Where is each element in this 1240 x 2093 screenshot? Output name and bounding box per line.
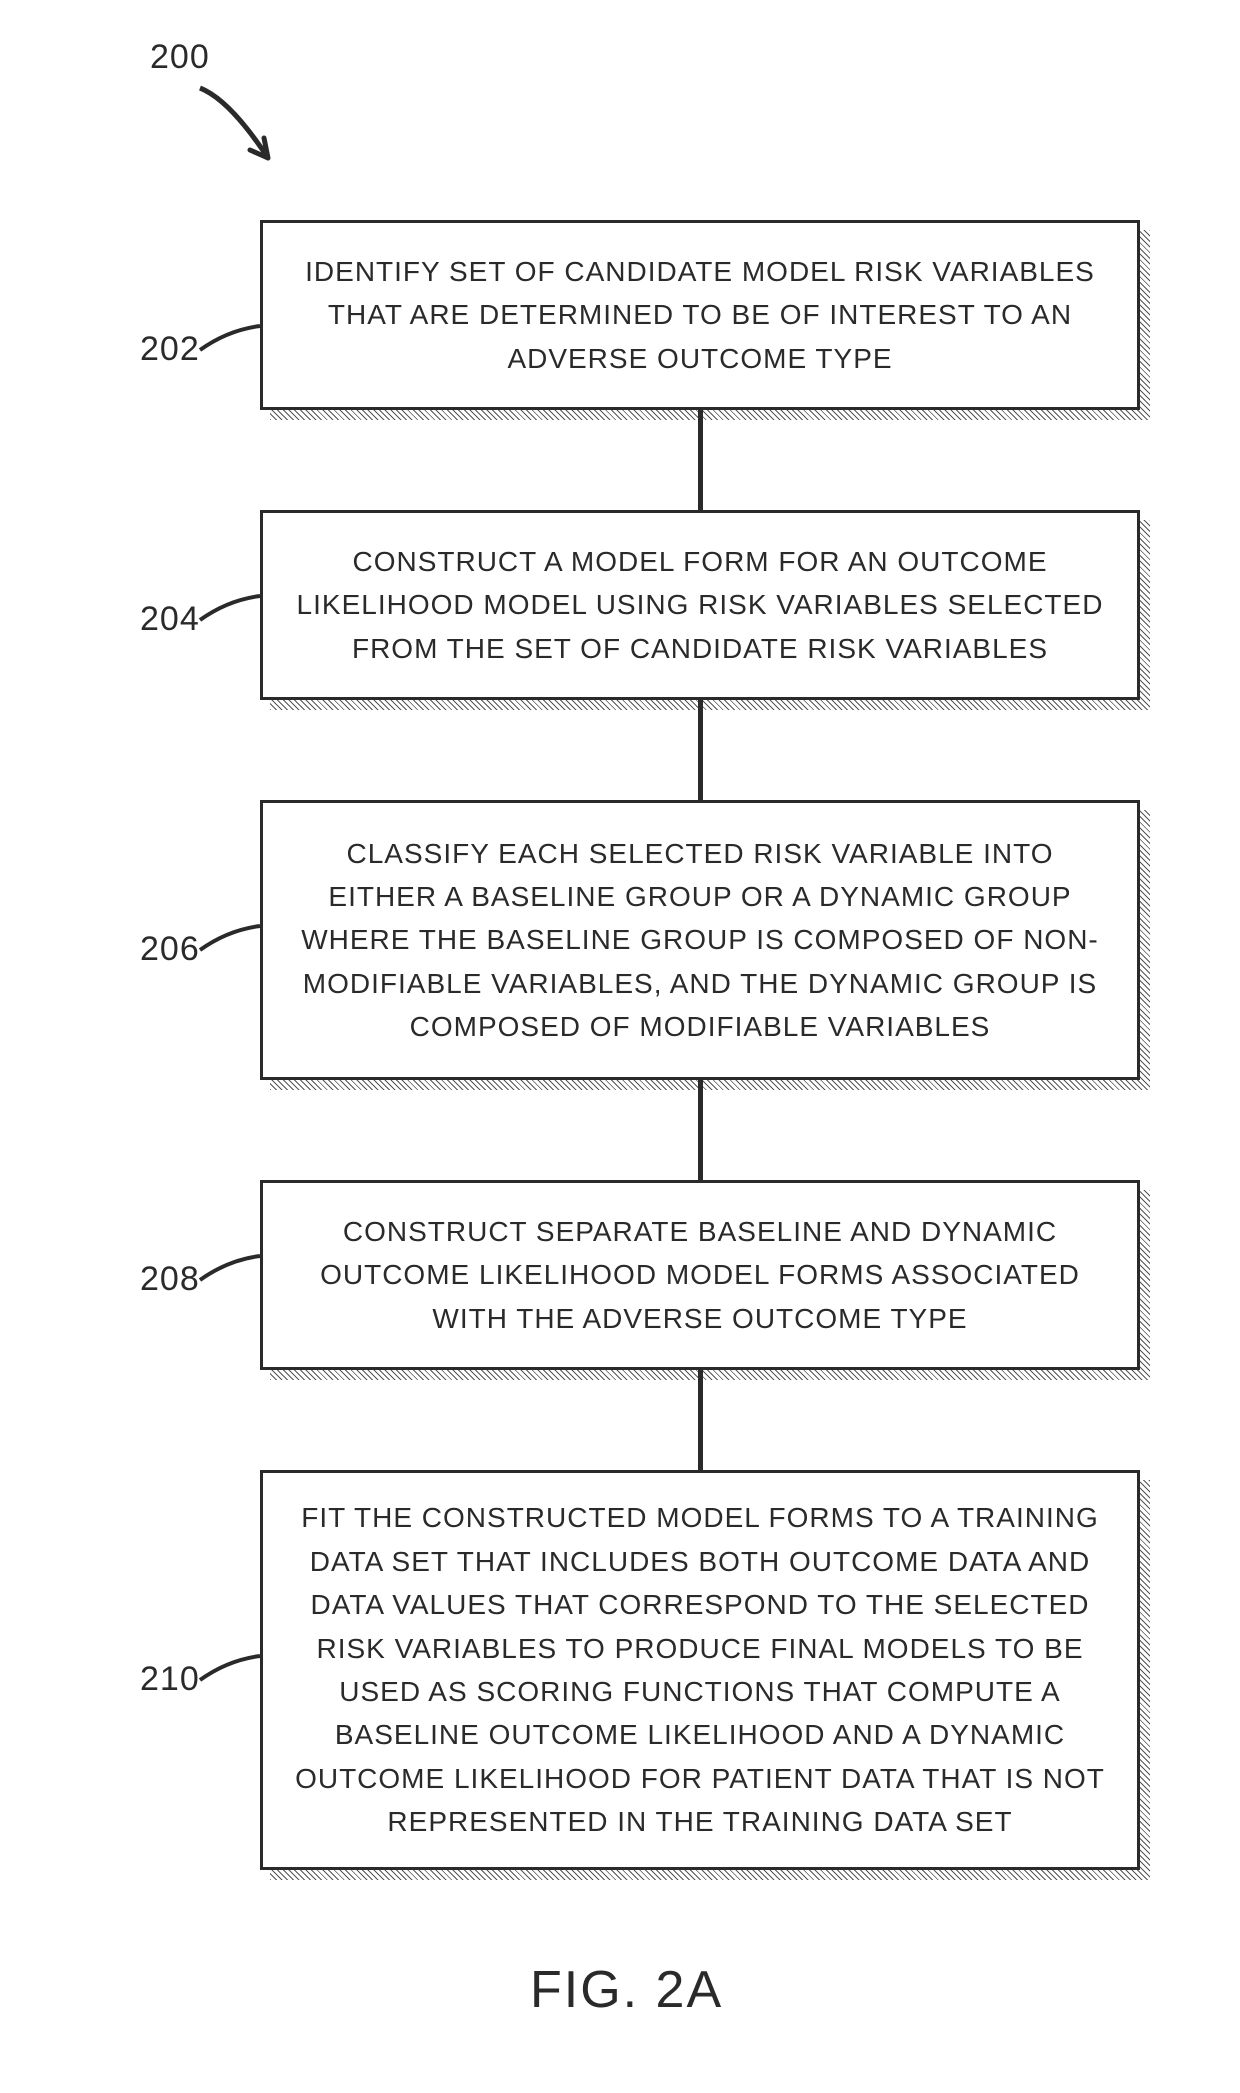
connector-4: [698, 1370, 703, 1470]
step-210: FIT THE CONSTRUCTED MODEL FORMS TO A TRA…: [260, 1470, 1140, 1870]
connector-2: [698, 700, 703, 800]
figure-ref-label: 200: [150, 38, 210, 77]
figure-caption: FIG. 2A: [530, 1960, 723, 2020]
leader-210: [198, 1650, 262, 1700]
step-206: CLASSIFY EACH SELECTED RISK VARIABLE INT…: [260, 800, 1140, 1080]
step-202: IDENTIFY SET OF CANDIDATE MODEL RISK VAR…: [260, 220, 1140, 410]
step-text: FIT THE CONSTRUCTED MODEL FORMS TO A TRA…: [291, 1496, 1109, 1843]
step-text: IDENTIFY SET OF CANDIDATE MODEL RISK VAR…: [291, 250, 1109, 380]
step-text: CLASSIFY EACH SELECTED RISK VARIABLE INT…: [291, 832, 1109, 1049]
step-ref-202: 202: [140, 330, 200, 369]
step-ref-206: 206: [140, 930, 200, 969]
leader-206: [198, 920, 262, 970]
step-text: CONSTRUCT SEPARATE BASELINE AND DYNAMIC …: [291, 1210, 1109, 1340]
step-208: CONSTRUCT SEPARATE BASELINE AND DYNAMIC …: [260, 1180, 1140, 1370]
leader-204: [198, 590, 262, 640]
step-204: CONSTRUCT A MODEL FORM FOR AN OUTCOME LI…: [260, 510, 1140, 700]
flowchart-canvas: 200 202 IDENTIFY SET OF CANDIDATE MODEL …: [0, 0, 1240, 2093]
step-ref-210: 210: [140, 1660, 200, 1699]
step-ref-204: 204: [140, 600, 200, 639]
connector-3: [698, 1080, 703, 1180]
leader-202: [198, 320, 262, 370]
step-text: CONSTRUCT A MODEL FORM FOR AN OUTCOME LI…: [291, 540, 1109, 670]
leader-208: [198, 1250, 262, 1300]
figure-ref-arrow: [190, 80, 300, 190]
connector-1: [698, 410, 703, 510]
step-ref-208: 208: [140, 1260, 200, 1299]
